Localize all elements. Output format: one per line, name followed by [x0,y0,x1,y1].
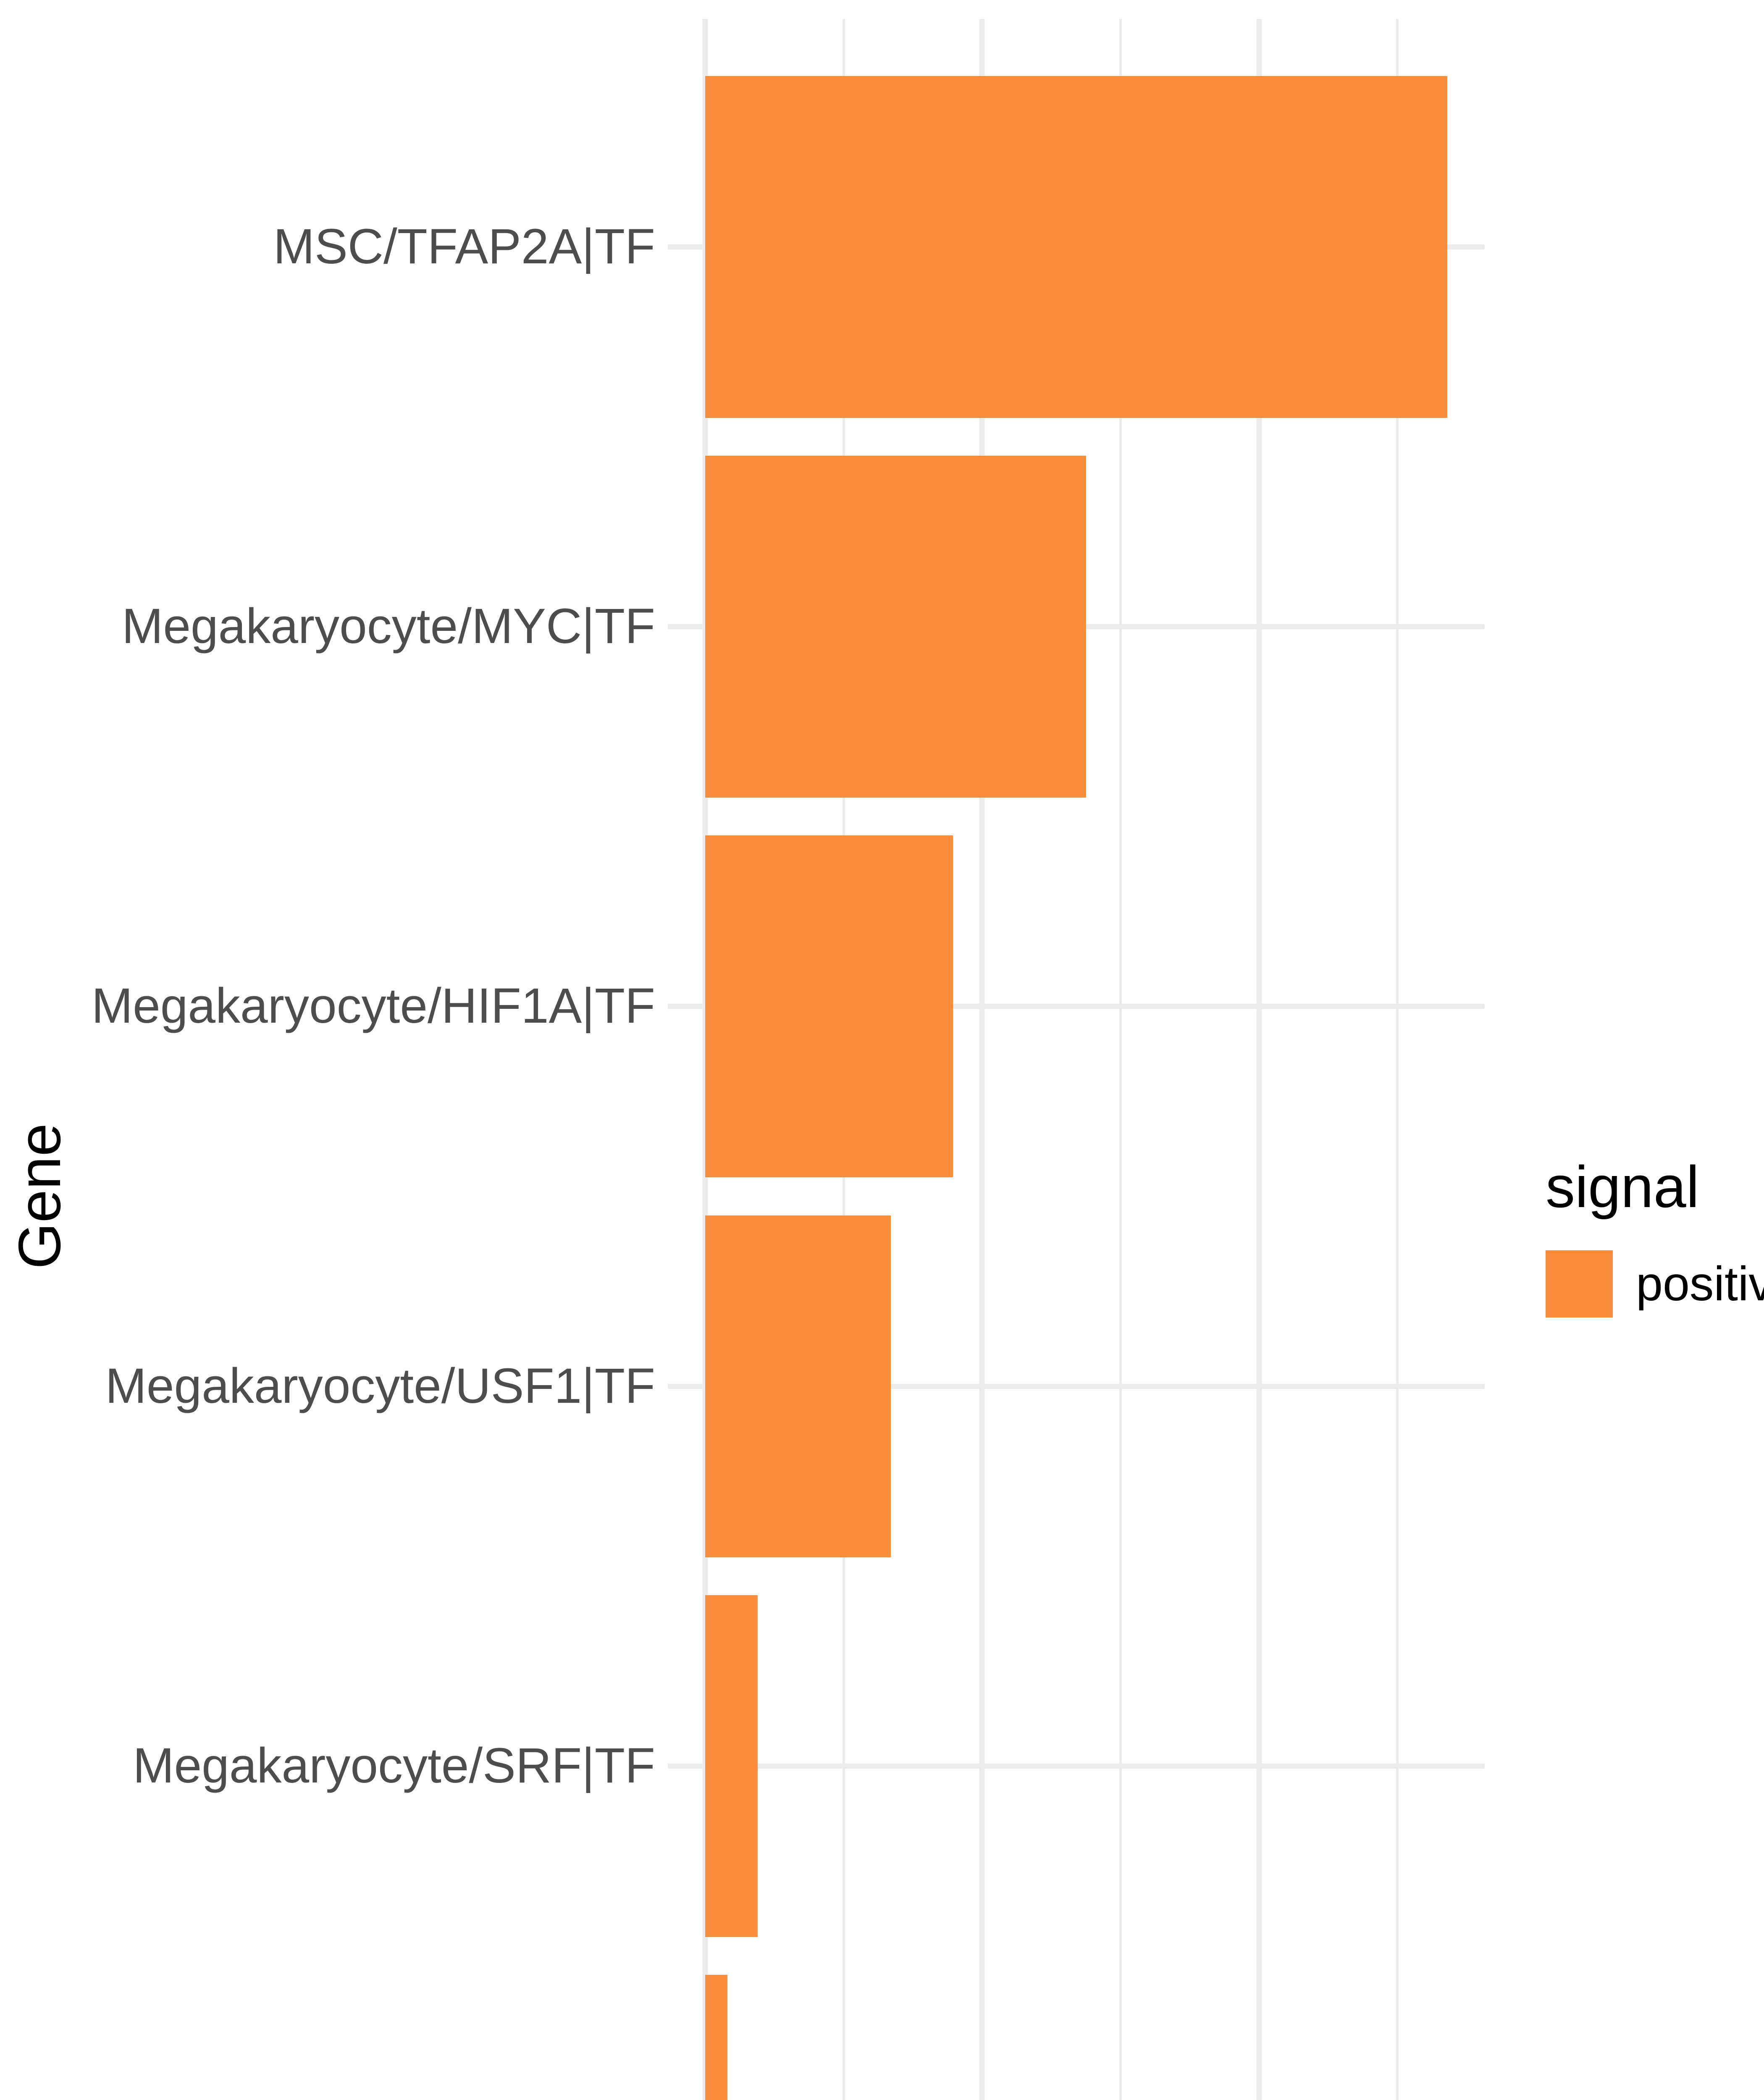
legend-title: signal [1546,1154,1699,1220]
plot-panel [668,19,1485,2100]
category-label: Megakaryocyte/HIF1A|TF [91,978,655,1034]
category-label: Megakaryocyte/USF1|TF [105,1358,655,1414]
major-vertical-gridline [1256,19,1262,2100]
bar [705,1975,727,2100]
legend-label: positive [1636,1257,1764,1311]
y-axis-category-labels: MSC/TFAP2A|TF Megakaryocyte/MYC|TF Megakar… [0,19,655,2100]
bar [705,456,1086,798]
minor-vertical-gridline [1396,19,1399,2100]
legend-item: positive [1546,1250,1764,1318]
category-label: MSC/TFAP2A|TF [273,218,655,274]
bar [705,76,1447,418]
legend-items: positive [1546,1250,1764,1318]
bar [705,835,953,1178]
bar [705,1595,758,1937]
bar [705,1215,891,1557]
minor-vertical-gridline [1119,19,1122,2100]
category-label: Megakaryocyte/MYC|TF [122,598,655,654]
legend: signal positive [1546,1153,1764,1318]
legend-swatch [1546,1250,1613,1318]
category-gridline [668,1764,1485,1769]
category-label: Megakaryocyte/SRF|TF [133,1738,655,1794]
y-axis-title: Gene [6,1123,73,1269]
